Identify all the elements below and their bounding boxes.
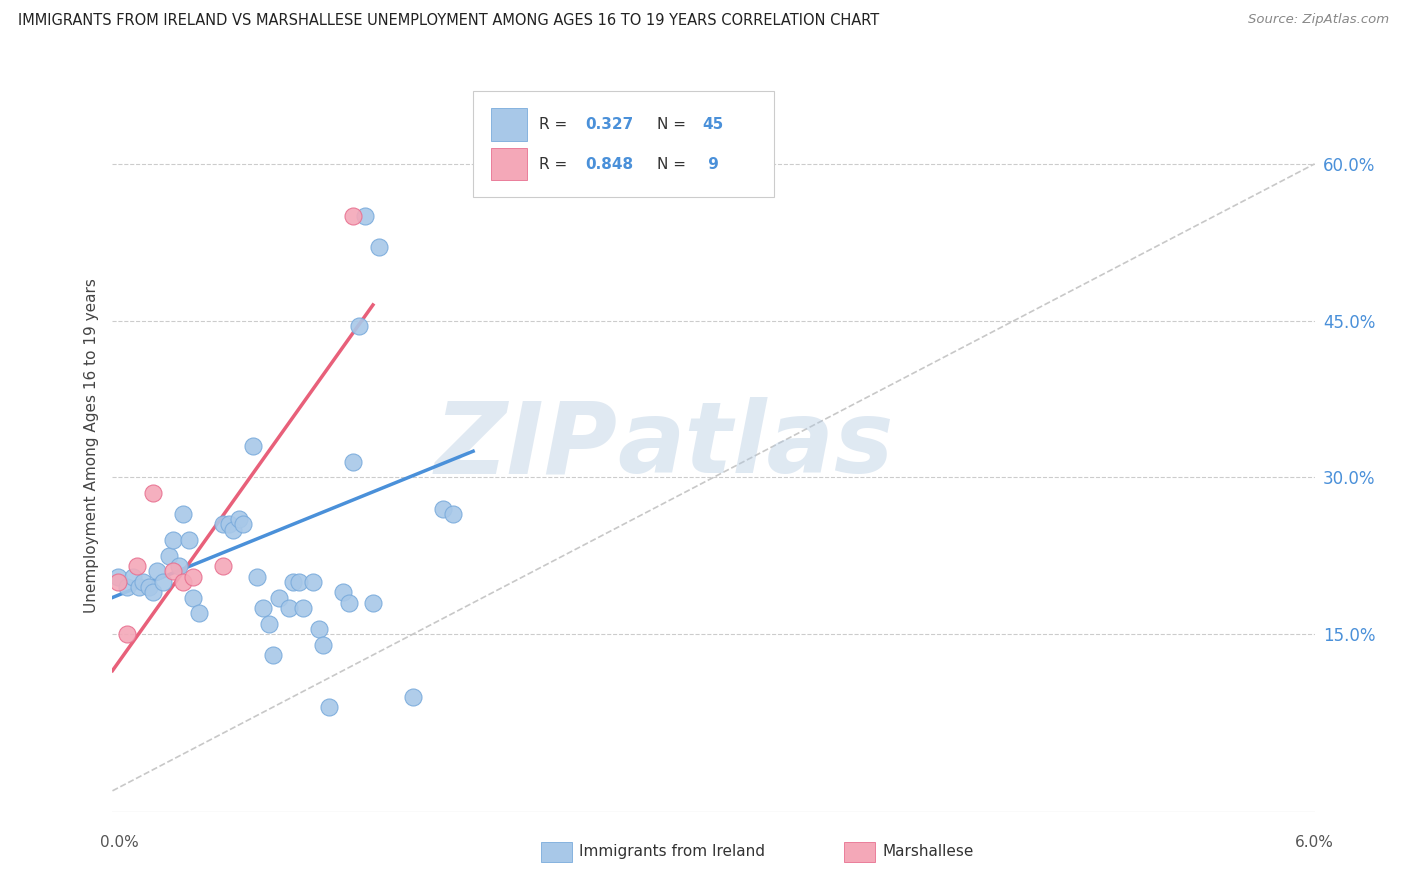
Text: Immigrants from Ireland: Immigrants from Ireland <box>579 845 765 859</box>
Point <box>262 648 284 662</box>
Point <box>107 574 129 589</box>
Text: ZIP: ZIP <box>434 398 617 494</box>
Point <box>172 574 194 589</box>
Text: atlas: atlas <box>617 398 894 494</box>
Point <box>432 501 454 516</box>
Point <box>115 627 138 641</box>
Y-axis label: Unemployment Among Ages 16 to 19 years: Unemployment Among Ages 16 to 19 years <box>83 278 98 614</box>
Text: N =: N = <box>657 118 690 132</box>
Point <box>354 209 377 223</box>
Point <box>211 517 233 532</box>
Point <box>361 596 384 610</box>
Point <box>277 601 299 615</box>
Point <box>291 601 314 615</box>
Point <box>402 690 425 704</box>
Text: Source: ZipAtlas.com: Source: ZipAtlas.com <box>1249 13 1389 27</box>
Point <box>141 486 163 500</box>
Point <box>347 318 370 333</box>
Text: 9: 9 <box>703 157 718 172</box>
Point <box>337 596 360 610</box>
Point <box>125 559 148 574</box>
Point <box>177 533 200 547</box>
FancyBboxPatch shape <box>472 91 773 197</box>
Point <box>332 585 354 599</box>
Point <box>441 507 464 521</box>
Text: 0.327: 0.327 <box>585 118 633 132</box>
Point <box>162 565 184 579</box>
Point <box>252 601 274 615</box>
Text: 0.0%: 0.0% <box>100 836 139 850</box>
Point <box>211 559 233 574</box>
Point <box>242 439 264 453</box>
Text: IMMIGRANTS FROM IRELAND VS MARSHALLESE UNEMPLOYMENT AMONG AGES 16 TO 19 YEARS CO: IMMIGRANTS FROM IRELAND VS MARSHALLESE U… <box>18 13 880 29</box>
Point <box>121 569 143 583</box>
Text: 0.848: 0.848 <box>585 157 633 172</box>
Point <box>342 209 364 223</box>
Point <box>128 580 150 594</box>
Point <box>281 574 304 589</box>
Point <box>187 606 209 620</box>
Text: 6.0%: 6.0% <box>1295 836 1334 850</box>
Bar <box>491 108 527 141</box>
Point <box>318 700 340 714</box>
Point <box>218 517 240 532</box>
Text: 45: 45 <box>703 118 724 132</box>
Text: R =: R = <box>540 118 572 132</box>
Text: R =: R = <box>540 157 572 172</box>
Text: N =: N = <box>657 157 690 172</box>
Point <box>257 616 280 631</box>
Point <box>167 559 190 574</box>
Point <box>312 638 335 652</box>
Point <box>115 580 138 594</box>
Point <box>288 574 311 589</box>
Point <box>162 533 184 547</box>
Point <box>222 523 245 537</box>
Point <box>172 507 194 521</box>
Point <box>157 549 180 563</box>
Point <box>152 574 174 589</box>
Point <box>228 512 250 526</box>
Text: Marshallese: Marshallese <box>883 845 974 859</box>
Point <box>267 591 290 605</box>
Point <box>308 622 330 636</box>
Point <box>138 580 160 594</box>
Point <box>368 240 391 254</box>
Point <box>246 569 269 583</box>
Point <box>232 517 254 532</box>
Bar <box>491 147 527 180</box>
Point <box>141 585 163 599</box>
Point <box>107 569 129 583</box>
Point <box>342 455 364 469</box>
Point <box>181 569 204 583</box>
Point <box>131 574 153 589</box>
Point <box>145 565 167 579</box>
Point <box>302 574 325 589</box>
Point <box>181 591 204 605</box>
